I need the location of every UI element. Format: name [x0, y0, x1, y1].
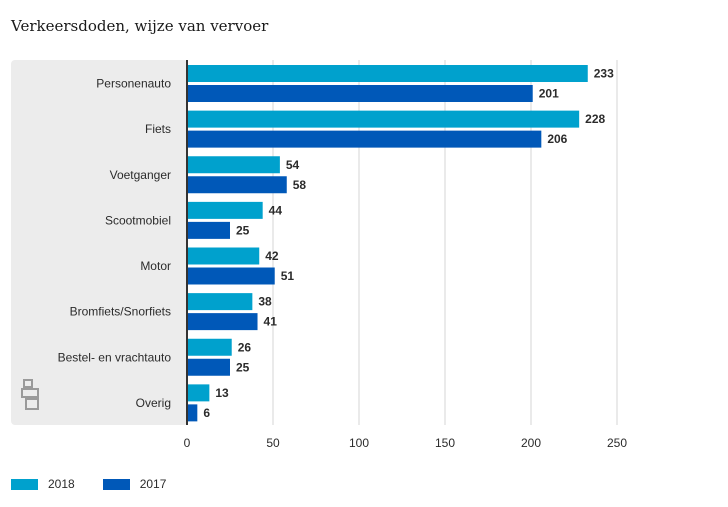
category-label: Scootmobiel	[105, 213, 171, 227]
data-label: 51	[281, 269, 295, 283]
bar-2017	[187, 404, 198, 422]
data-label: 38	[258, 295, 272, 309]
bar-2017	[187, 176, 287, 194]
data-label: 25	[236, 223, 250, 237]
bar-2018	[187, 156, 280, 174]
bar-2018	[187, 65, 588, 82]
bar-2017	[187, 221, 230, 239]
data-label: 58	[293, 178, 307, 192]
x-tick-label: 100	[349, 436, 369, 450]
bar-2018	[187, 201, 263, 219]
x-tick-label: 50	[266, 436, 280, 450]
x-axis-ticks: 0 50 100 150 200 250	[184, 436, 628, 450]
bar-2018	[187, 247, 260, 265]
x-tick-label: 0	[184, 436, 191, 450]
data-label: 233	[594, 67, 614, 81]
x-tick-label: 250	[607, 436, 627, 450]
bar-2017	[187, 313, 258, 331]
category-label: Personenauto	[96, 77, 171, 91]
data-label: 41	[264, 315, 278, 329]
category-label: Overig	[136, 396, 171, 410]
cbs-logo-icon	[20, 379, 42, 416]
data-label: 228	[585, 112, 605, 126]
category-labels: Personenauto Fiets Voetganger Scootmobiel Mo…	[58, 77, 172, 410]
x-tick-label: 150	[435, 436, 455, 450]
data-label: 42	[265, 249, 279, 263]
bar-2018	[187, 338, 232, 356]
bar-2017	[187, 85, 533, 102]
legend-label-2018: 2018	[48, 477, 75, 491]
legend-swatch-2017	[102, 478, 130, 490]
category-panel	[11, 60, 188, 425]
grid-lines	[272, 60, 618, 425]
data-label: 206	[547, 132, 567, 146]
data-label: 44	[269, 203, 283, 217]
legend: 2018 2017	[11, 477, 194, 491]
chart-title: Verkeersdoden, wijze van vervoer	[11, 17, 269, 35]
bar-2017	[187, 358, 230, 376]
category-label: Motor	[140, 259, 171, 273]
bar-2018	[187, 384, 210, 402]
bar-2017	[187, 267, 275, 285]
bar-2018	[187, 110, 580, 128]
bar-2018	[187, 293, 253, 311]
data-label: 26	[238, 340, 252, 354]
legend-item-2017: 2017	[102, 477, 167, 491]
category-label: Fiets	[145, 122, 171, 136]
data-label: 25	[236, 360, 250, 374]
data-label: 13	[215, 386, 229, 400]
data-label: 201	[539, 87, 559, 101]
bar-2017	[187, 130, 542, 148]
legend-swatch-2018	[11, 478, 38, 490]
data-label: 54	[286, 158, 300, 172]
category-label: Bromfiets/Snorfiets	[70, 305, 171, 319]
category-label: Bestel- en vrachtauto	[58, 350, 172, 364]
bars-group	[187, 65, 588, 422]
x-tick-label: 200	[521, 436, 541, 450]
legend-label-2017: 2017	[139, 477, 167, 491]
category-label: Voetganger	[110, 168, 171, 182]
legend-item-2018: 2018	[11, 477, 75, 491]
data-label: 6	[203, 406, 210, 420]
